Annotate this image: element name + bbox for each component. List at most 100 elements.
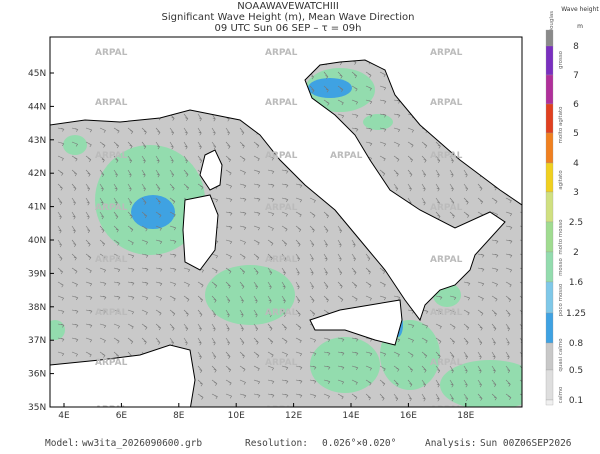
arrow <box>295 253 301 262</box>
lat-label: 36N <box>28 370 46 380</box>
arrow <box>281 211 289 217</box>
arrow <box>281 281 286 290</box>
arrow <box>477 281 485 287</box>
arrow <box>183 155 188 164</box>
arrow <box>253 253 260 261</box>
colorbar-segment <box>545 29 554 47</box>
arrow <box>435 365 441 374</box>
arrow <box>281 253 287 261</box>
arrow <box>253 239 260 246</box>
arrow <box>267 393 275 398</box>
arrow <box>337 71 343 79</box>
arrow <box>379 351 387 357</box>
arrow <box>309 253 314 262</box>
arrow <box>225 239 233 245</box>
arrow <box>99 267 107 273</box>
arrow <box>57 351 65 357</box>
arrow <box>211 393 218 400</box>
arrow <box>351 365 359 371</box>
sea-state-class: mosso <box>558 257 564 275</box>
arrow <box>351 127 359 132</box>
arrow <box>505 281 512 288</box>
arrow <box>155 295 163 301</box>
arrow <box>155 141 160 150</box>
arrow <box>239 281 245 289</box>
arrow <box>85 183 91 192</box>
watermark: ARPAL <box>430 151 463 161</box>
arrow <box>99 253 106 260</box>
arrow <box>463 169 468 178</box>
arrow <box>519 267 522 270</box>
arrow <box>99 239 106 247</box>
arrow <box>309 337 317 343</box>
arrow <box>99 127 106 133</box>
arrow <box>337 351 345 356</box>
arrow <box>505 309 511 317</box>
colorbar-title: Wave height <box>561 6 599 13</box>
colorbar-segment <box>545 399 554 406</box>
watermark: ARPAL <box>95 255 128 265</box>
arrow <box>141 183 146 192</box>
arrow <box>393 155 400 162</box>
land <box>50 37 522 407</box>
arrow <box>281 239 288 247</box>
colorbar-segment <box>545 162 554 193</box>
arrow <box>295 225 302 233</box>
arrow <box>295 197 303 203</box>
arrow <box>155 337 161 345</box>
arrow <box>71 211 76 220</box>
colorbar-label: 3 <box>573 188 579 198</box>
arrow <box>505 323 511 332</box>
arrow <box>225 197 233 202</box>
arrow <box>71 323 79 328</box>
arrow <box>365 281 372 288</box>
arrow <box>421 141 428 149</box>
arrow <box>309 267 314 276</box>
watermark: ARPAL <box>330 151 363 161</box>
arrow <box>309 85 315 93</box>
arrow <box>127 323 134 330</box>
arrow <box>519 295 522 300</box>
arrow <box>239 183 247 189</box>
title: NOAAWAVEWATCHIII <box>237 1 339 12</box>
arrow <box>127 295 135 300</box>
arrow <box>323 253 328 262</box>
arrow <box>99 309 107 314</box>
arrow <box>183 113 189 122</box>
arrow <box>225 141 231 149</box>
arrow <box>295 211 302 218</box>
arrow <box>211 309 217 318</box>
arrow <box>113 295 121 300</box>
arrow <box>351 267 357 275</box>
arrow <box>407 155 414 163</box>
arrow <box>57 197 63 206</box>
arrow <box>113 197 118 206</box>
arrow <box>407 127 415 133</box>
arrow <box>211 141 217 150</box>
arrow <box>351 85 358 92</box>
arrow <box>127 197 133 206</box>
arrow <box>505 225 513 230</box>
arrow <box>407 141 414 148</box>
arrow <box>183 309 189 317</box>
arrow <box>477 323 483 331</box>
colorbar-label: 7 <box>573 71 579 81</box>
arrow <box>99 351 106 358</box>
arrow <box>141 169 146 178</box>
arrow <box>477 183 483 191</box>
arrow <box>127 239 134 246</box>
arrow <box>295 351 303 357</box>
arrow <box>253 225 261 231</box>
arrow <box>71 351 79 357</box>
arrow <box>211 253 219 259</box>
arrow <box>295 239 301 247</box>
arrow <box>421 323 429 329</box>
arrow <box>113 253 120 259</box>
arrow <box>155 309 162 316</box>
arrow <box>449 309 457 315</box>
arrow <box>267 365 275 371</box>
arrow <box>141 239 149 245</box>
lat-label: 44N <box>28 102 46 112</box>
arrow <box>365 127 373 132</box>
arrow <box>337 337 345 342</box>
